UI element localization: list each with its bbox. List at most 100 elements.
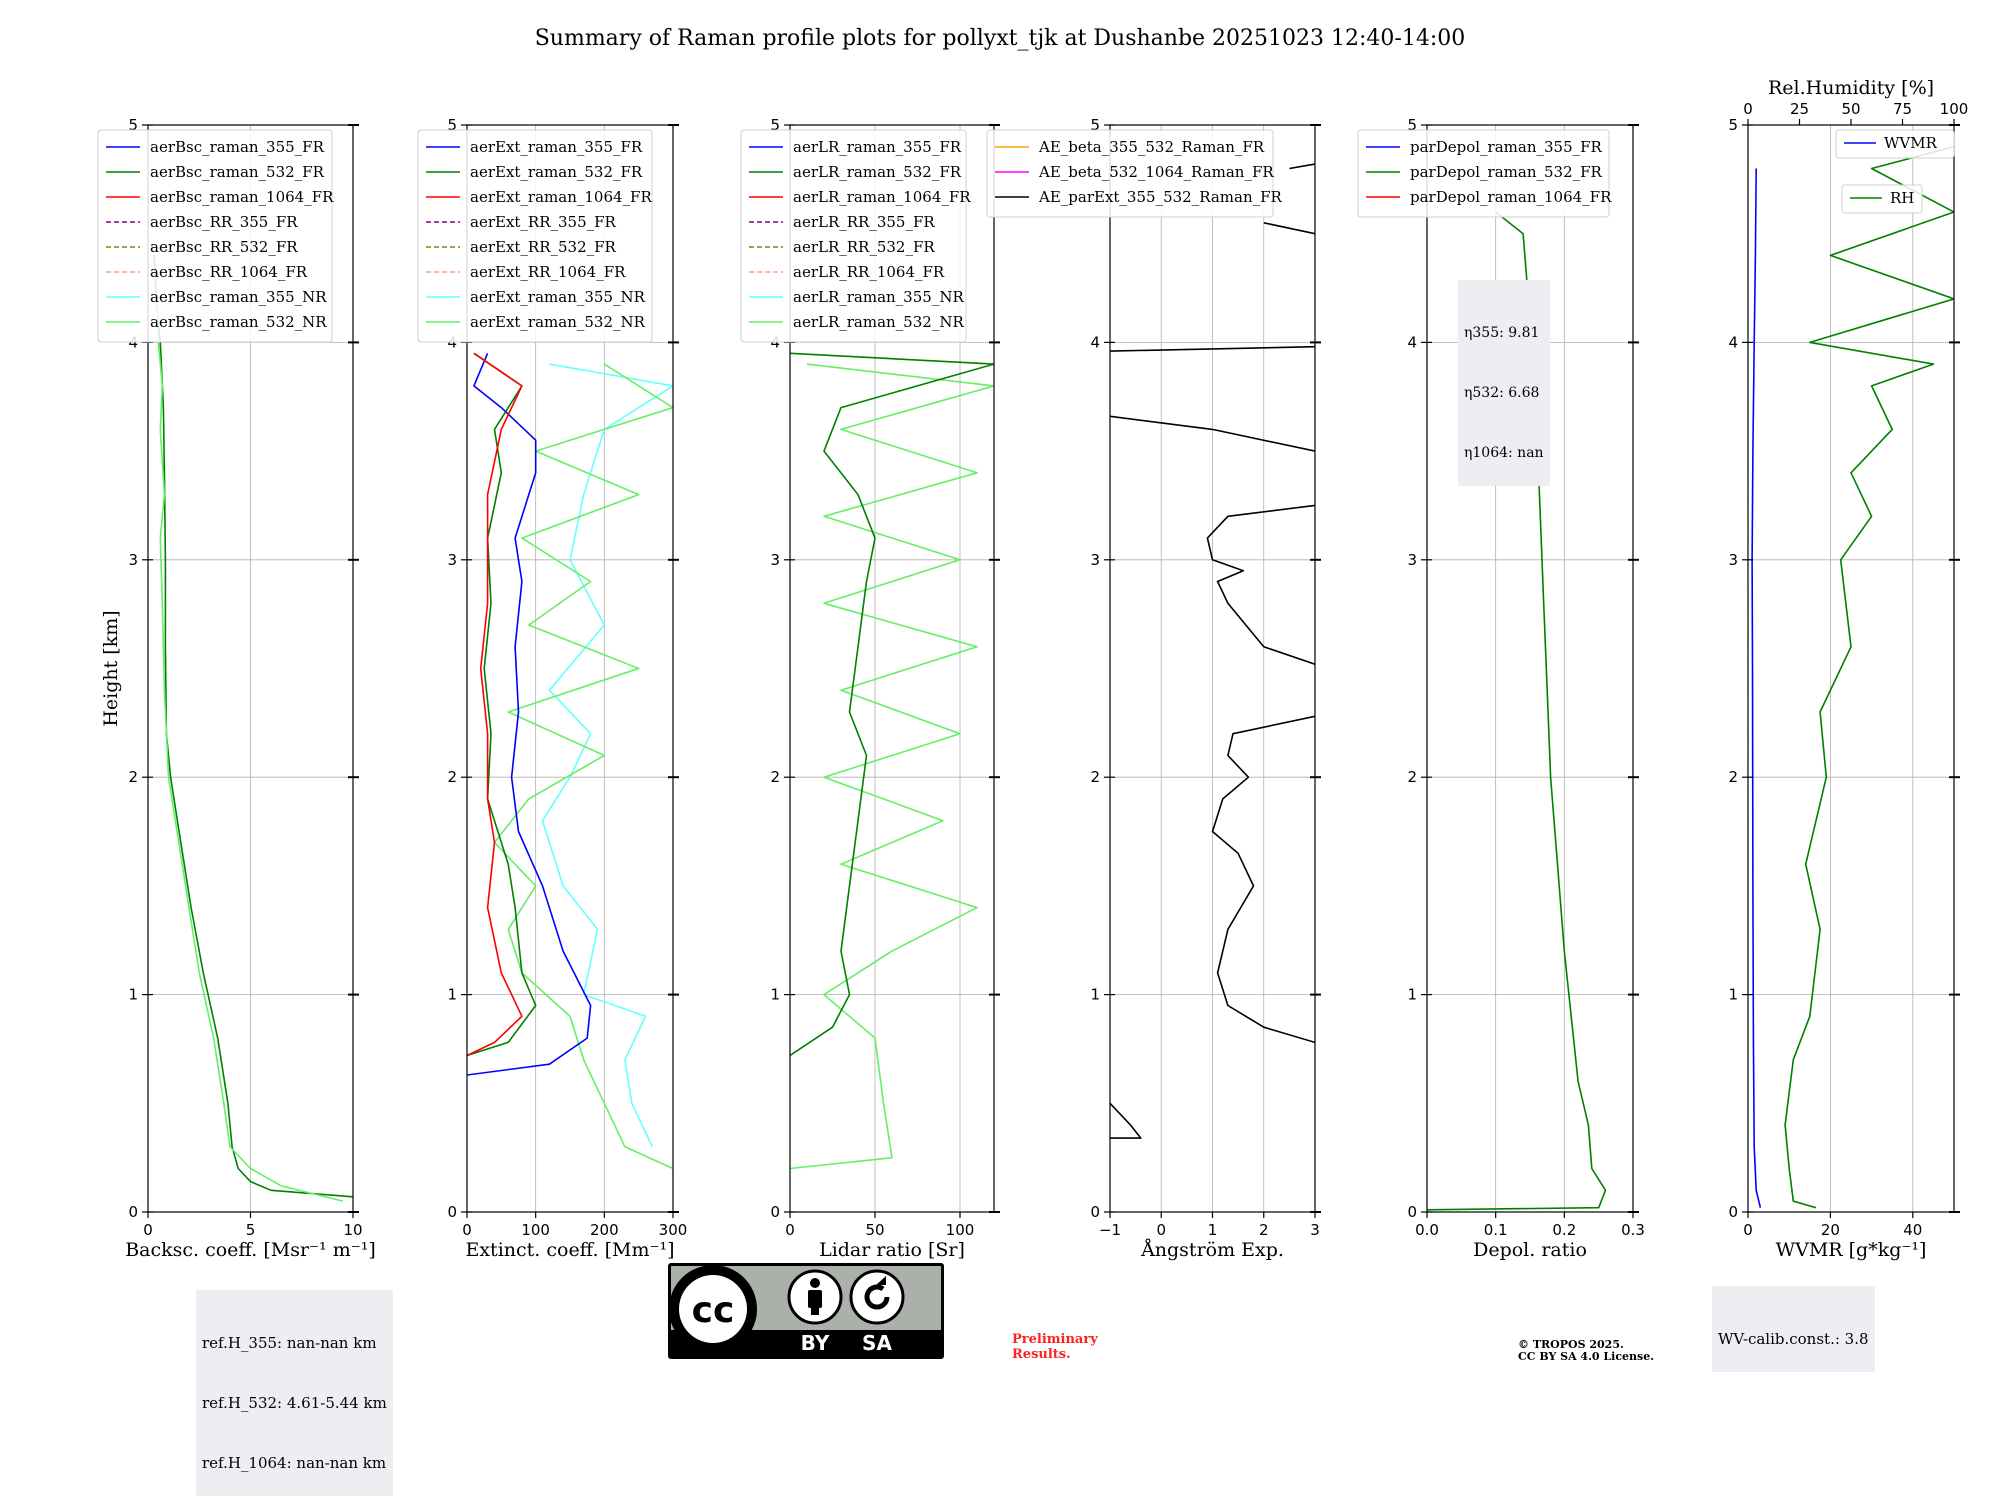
x-tick-label: 1 — [1208, 1221, 1218, 1239]
legend-label: aerBsc_RR_1064_FR — [150, 263, 308, 281]
x2-tick-label: 75 — [1893, 100, 1912, 118]
by-label: BY — [801, 1331, 830, 1355]
y-tick-label: 0 — [1090, 1203, 1100, 1221]
preliminary-note: Preliminary Results. — [1012, 1332, 1098, 1362]
x-tick-label: −1 — [1099, 1221, 1121, 1239]
y-tick-label: 0 — [1407, 1203, 1417, 1221]
legend: aerBsc_raman_355_FR aerBsc_raman_532_FRae… — [97, 129, 334, 343]
legend-label: aerLR_raman_532_NR — [793, 313, 964, 331]
y-tick-label: 2 — [770, 768, 780, 786]
x2-tick-label: 100 — [1940, 100, 1969, 118]
legend-label: aerExt_RR_532_FR — [470, 238, 617, 256]
series-line — [1206, 504, 1315, 665]
y-tick-label: 3 — [128, 551, 138, 569]
legend-label: parDepol_raman_1064_FR — [1410, 188, 1612, 206]
series-line — [467, 352, 523, 1057]
y-tick-label: 4 — [1728, 333, 1738, 351]
x-tick-label: 0.0 — [1415, 1221, 1439, 1239]
panel-bsc: 0510012345Backsc. coeff. [Msr⁻¹ m⁻¹]Heig… — [97, 116, 376, 1261]
series-line — [1784, 145, 1954, 1209]
x-tick-label: 200 — [590, 1221, 619, 1239]
y-tick-label: 2 — [128, 768, 138, 786]
eta-1064: η1064: nan — [1464, 445, 1544, 461]
cc-by-sa-badge: cc BY SA — [668, 1263, 944, 1359]
series-line — [1110, 345, 1315, 352]
legend-label: RH — [1890, 189, 1914, 207]
series-line — [155, 277, 343, 1202]
legend: aerExt_raman_355_FR aerExt_raman_532_FRae… — [417, 129, 653, 343]
legend-label: AE_beta_355_532_Raman_FR — [1038, 138, 1265, 156]
legend-label: aerBsc_RR_532_FR — [150, 238, 298, 256]
legend-label: aerLR_RR_1064_FR — [793, 263, 945, 281]
y-tick-label: 3 — [447, 551, 457, 569]
legend-label: aerBsc_raman_532_NR — [150, 313, 327, 331]
series-line — [790, 363, 994, 1170]
y-tick-label: 2 — [1090, 768, 1100, 786]
x-tick-label: 0.1 — [1484, 1221, 1508, 1239]
x-tick-label: 0 — [1156, 1221, 1166, 1239]
legend-frame — [740, 129, 967, 343]
eta-box: η355: 9.81 η532: 6.68 η1064: nan — [1458, 280, 1550, 486]
legend-label: aerLR_raman_355_NR — [793, 288, 964, 306]
panel-depol: 0.0 0.1 0.2 0.3 0 1 2 3 4 5 Depol. ratio parDepol_r… — [1357, 116, 1645, 1261]
legend-label: aerBsc_raman_1064_FR — [150, 188, 334, 206]
y-tick-label: 2 — [1407, 768, 1417, 786]
x-tick-label: 100 — [521, 1221, 550, 1239]
axes-frame — [1426, 124, 1634, 1213]
legend-label: aerLR_RR_355_FR — [793, 213, 935, 231]
copyright-note: © TROPOS 2025. CC BY SA 4.0 License. — [1518, 1338, 1655, 1363]
data-layer — [790, 352, 994, 1170]
series-line — [790, 352, 994, 1057]
ref-height-532: ref.H_532: 4.61-5.44 km — [202, 1394, 387, 1412]
y-tick-label: 2 — [1728, 768, 1738, 786]
legend-label: parDepol_raman_532_FR — [1410, 163, 1603, 181]
cc-text: cc — [692, 1290, 735, 1331]
y-tick-label: 1 — [1090, 986, 1100, 1004]
y-tick-label: 3 — [1090, 551, 1100, 569]
eta-355: η355: 9.81 — [1464, 325, 1540, 341]
series-line — [1263, 222, 1315, 235]
wv-calib-const: WV-calib.const.: 3.8 — [1718, 1330, 1869, 1348]
legend-frame — [1835, 129, 1955, 159]
legend-label: aerBsc_raman_355_NR — [150, 288, 327, 306]
series-line — [153, 255, 353, 1198]
legend-label: aerExt_raman_355_NR — [470, 288, 646, 306]
series-line — [1110, 415, 1315, 452]
legend-label: aerLR_raman_532_FR — [793, 163, 962, 181]
data-layer — [1751, 145, 1954, 1209]
data-layer — [153, 255, 353, 1202]
legend-label: AE_parExt_355_532_Raman_FR — [1038, 188, 1283, 206]
y-tick-label: 2 — [447, 768, 457, 786]
legend-label: parDepol_raman_355_FR — [1410, 138, 1603, 156]
y-tick-label: 3 — [770, 551, 780, 569]
y-tick-label: 1 — [770, 986, 780, 1004]
y-tick-label: 5 — [447, 116, 457, 134]
series-line — [467, 352, 592, 1076]
x-tick-label: 20 — [1821, 1221, 1840, 1239]
series-line — [1751, 168, 1762, 1208]
y-tick-label: 3 — [1728, 551, 1738, 569]
x-tick-label: 10 — [343, 1221, 362, 1239]
legend-frame — [1841, 184, 1923, 214]
x-tick-label: 40 — [1903, 1221, 1922, 1239]
x2-tick-label: 50 — [1841, 100, 1860, 118]
series-line — [1289, 163, 1315, 170]
x-axis-label: Lidar ratio [Sr] — [819, 1239, 965, 1261]
x2-tick-label: 25 — [1790, 100, 1809, 118]
ref-height-355: ref.H_355: nan-nan km — [202, 1334, 377, 1352]
x-axis-label: Ångström Exp. — [1140, 1239, 1284, 1261]
legend-label: aerLR_raman_355_FR — [793, 138, 962, 156]
y-tick-label: 0 — [128, 1203, 138, 1221]
legend-label: aerExt_raman_1064_FR — [470, 188, 652, 206]
legend: parDepol_raman_355_FR parDepol_raman_532_… — [1357, 129, 1612, 218]
x-tick-label: 0.3 — [1621, 1221, 1645, 1239]
y-tick-label: 5 — [1407, 116, 1417, 134]
y-tick-label: 1 — [1407, 986, 1417, 1004]
x-tick-label: 0 — [462, 1221, 472, 1239]
x-tick-label: 0 — [143, 1221, 153, 1239]
data-layer — [467, 352, 673, 1170]
x-tick-label: 5 — [246, 1221, 256, 1239]
legend-label: aerExt_RR_1064_FR — [470, 263, 626, 281]
y-tick-label: 5 — [770, 116, 780, 134]
